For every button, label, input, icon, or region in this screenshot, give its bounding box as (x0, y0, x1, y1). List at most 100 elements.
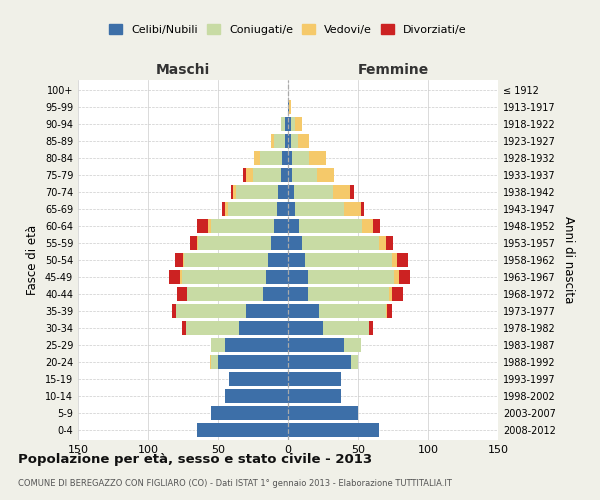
Bar (289, 100, 291, 114)
Bar (288, 168, 292, 182)
Bar (373, 219, 380, 233)
Bar (263, 287, 288, 301)
Bar (288, 151, 292, 165)
Bar (254, 151, 260, 165)
Legend: Celibi/Nubili, Coniugati/e, Vedovi/e, Divorziati/e: Celibi/Nubili, Coniugati/e, Vedovi/e, Di… (106, 21, 470, 38)
Bar (288, 372, 341, 386)
Bar (288, 134, 291, 148)
Bar (288, 219, 299, 233)
Bar (169, 270, 180, 284)
Bar (285, 117, 288, 131)
Bar (288, 406, 358, 420)
Y-axis label: Fasce di età: Fasce di età (26, 225, 39, 295)
Bar (397, 253, 409, 267)
Bar (309, 151, 326, 165)
Bar (278, 185, 288, 199)
Bar (288, 287, 308, 301)
Bar (225, 338, 288, 352)
Bar (288, 321, 323, 335)
Bar (285, 134, 288, 148)
Bar (386, 236, 393, 250)
Bar (190, 236, 197, 250)
Bar (182, 321, 186, 335)
Bar (182, 270, 266, 284)
Bar (180, 270, 182, 284)
Bar (288, 202, 295, 216)
Bar (246, 304, 288, 318)
Bar (302, 236, 379, 250)
Bar (389, 287, 392, 301)
Text: Femmine: Femmine (358, 62, 428, 76)
Bar (211, 219, 274, 233)
Bar (308, 270, 394, 284)
Bar (288, 304, 319, 318)
Bar (225, 389, 288, 403)
Bar (394, 270, 398, 284)
Bar (295, 117, 302, 131)
Bar (288, 338, 344, 352)
Bar (178, 287, 187, 301)
Bar (197, 423, 288, 437)
Bar (281, 168, 288, 182)
Bar (199, 236, 271, 250)
Text: Maschi: Maschi (156, 62, 210, 76)
Bar (351, 355, 358, 369)
Bar (283, 151, 288, 165)
Bar (239, 321, 288, 335)
Bar (268, 253, 288, 267)
Bar (253, 168, 281, 182)
Bar (319, 304, 386, 318)
Bar (211, 355, 218, 369)
Bar (299, 219, 362, 233)
Bar (398, 270, 410, 284)
Bar (292, 151, 309, 165)
Bar (288, 389, 341, 403)
Bar (266, 270, 288, 284)
Bar (225, 202, 228, 216)
Bar (228, 202, 277, 216)
Bar (277, 202, 288, 216)
Bar (392, 253, 397, 267)
Text: Popolazione per età, sesso e stato civile - 2013: Popolazione per età, sesso e stato civil… (18, 452, 372, 466)
Bar (176, 304, 246, 318)
Bar (218, 355, 288, 369)
Bar (197, 219, 208, 233)
Bar (271, 236, 288, 250)
Bar (323, 321, 369, 335)
Bar (291, 134, 298, 148)
Bar (288, 355, 351, 369)
Bar (186, 321, 239, 335)
Bar (260, 151, 283, 165)
Bar (197, 236, 199, 250)
Bar (350, 185, 354, 199)
Text: COMUNE DI BEREGAZZO CON FIGLIARO (CO) - Dati ISTAT 1° gennaio 2013 - Elaborazion: COMUNE DI BEREGAZZO CON FIGLIARO (CO) - … (18, 479, 452, 488)
Bar (288, 423, 379, 437)
Y-axis label: Anni di nascita: Anni di nascita (562, 216, 575, 304)
Bar (271, 134, 274, 148)
Bar (187, 287, 263, 301)
Bar (386, 304, 388, 318)
Bar (369, 321, 373, 335)
Bar (317, 168, 334, 182)
Bar (379, 236, 386, 250)
Bar (236, 185, 278, 199)
Bar (292, 168, 317, 182)
Bar (288, 253, 305, 267)
Bar (211, 338, 225, 352)
Bar (172, 304, 176, 318)
Bar (288, 185, 293, 199)
Bar (298, 134, 309, 148)
Bar (305, 253, 392, 267)
Bar (209, 355, 211, 369)
Bar (183, 253, 184, 267)
Bar (288, 270, 308, 284)
Bar (246, 168, 253, 182)
Bar (243, 168, 246, 182)
Bar (333, 185, 350, 199)
Bar (281, 117, 285, 131)
Bar (344, 338, 361, 352)
Bar (288, 236, 302, 250)
Bar (308, 287, 389, 301)
Bar (362, 219, 373, 233)
Bar (291, 117, 295, 131)
